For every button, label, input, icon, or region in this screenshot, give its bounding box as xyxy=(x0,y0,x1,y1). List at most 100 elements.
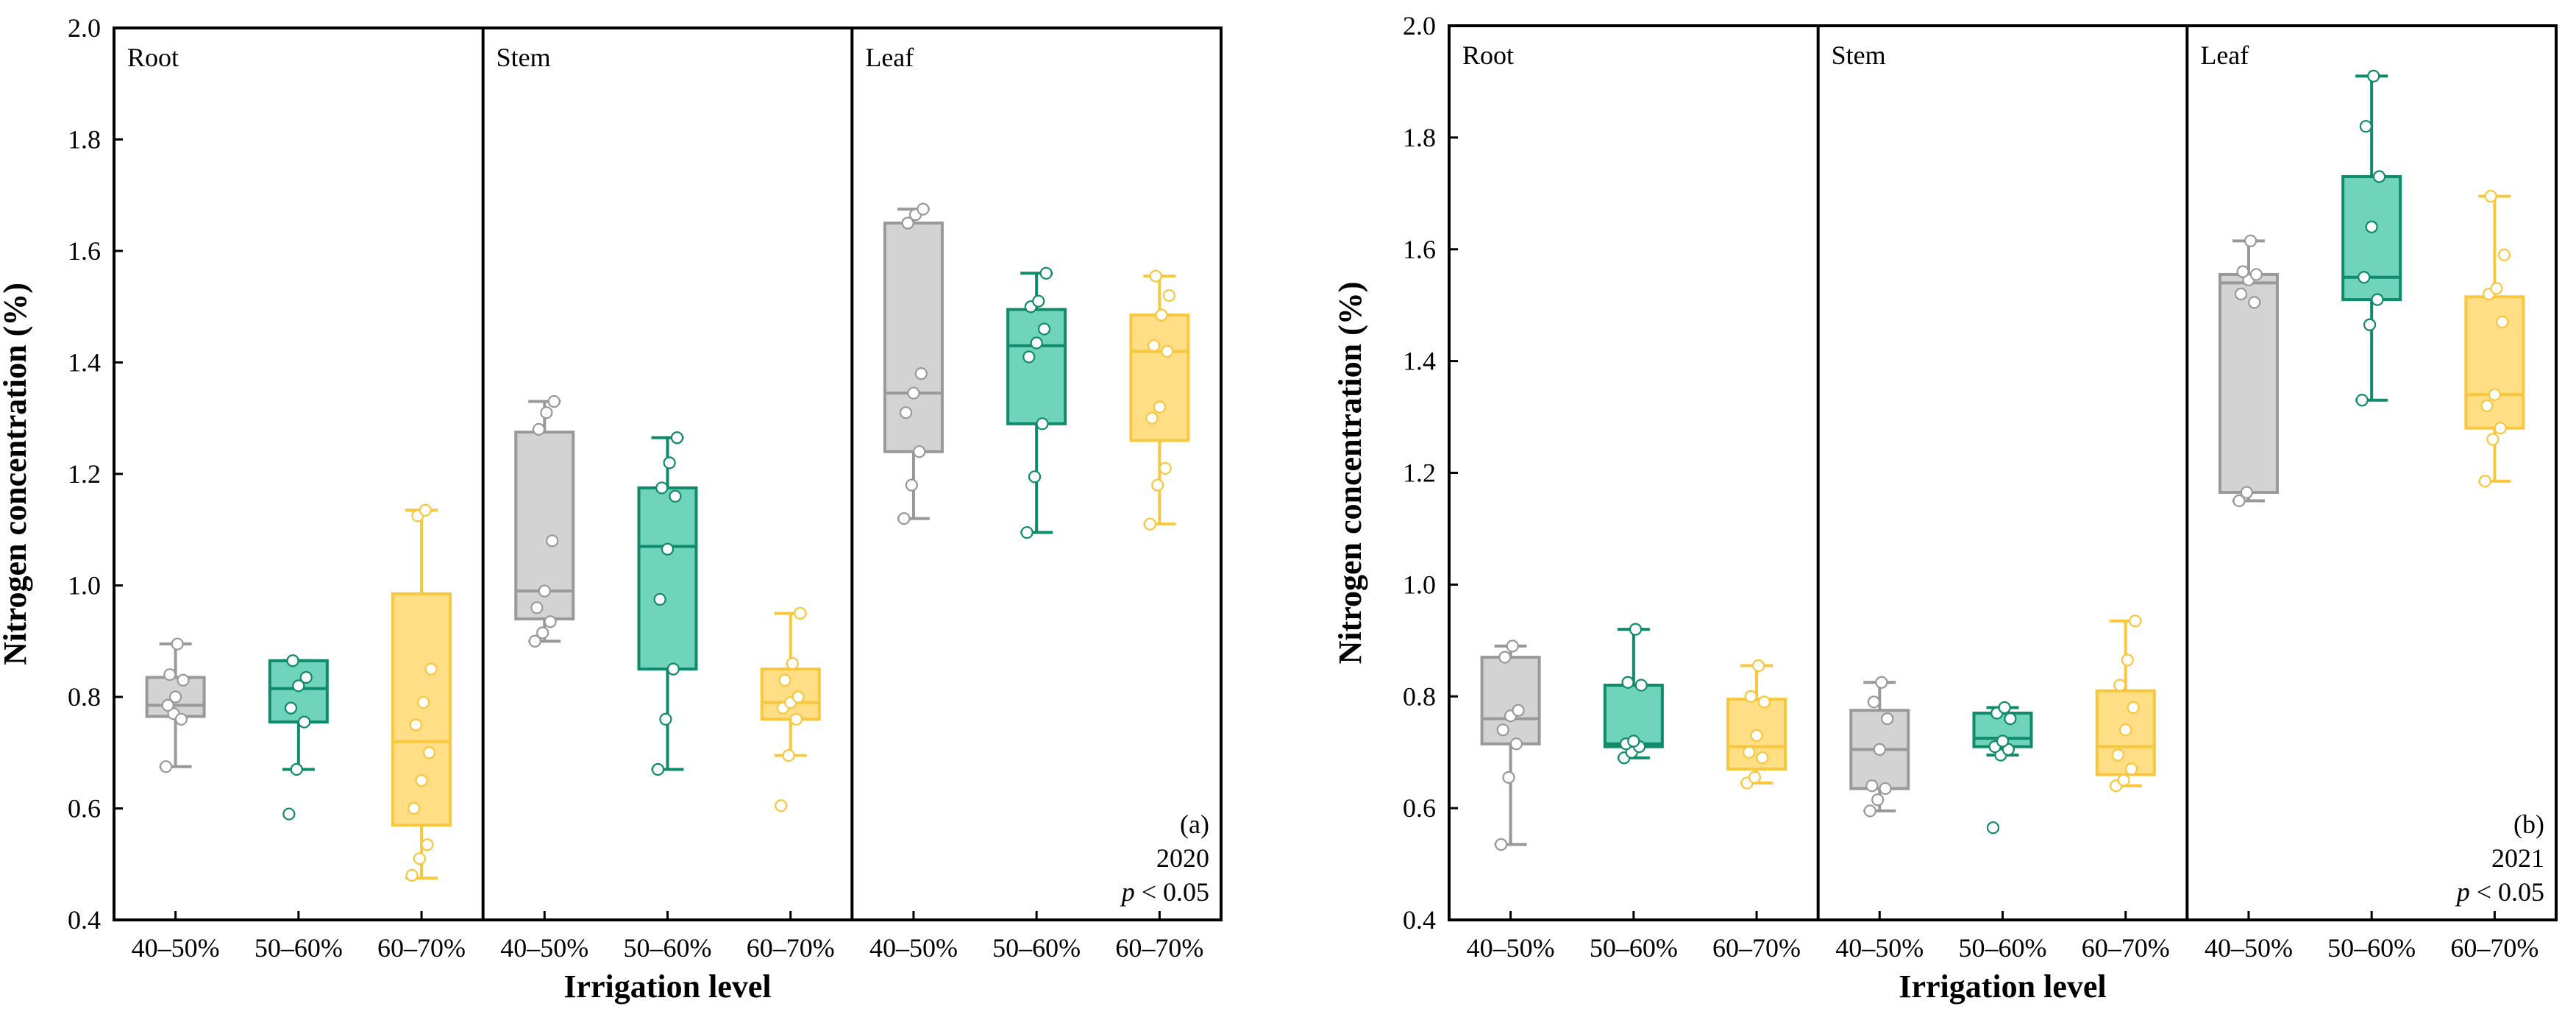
data-point xyxy=(2496,315,2509,329)
data-point xyxy=(1881,712,1894,726)
panel-label: Leaf xyxy=(2200,40,2249,70)
iqr-box xyxy=(391,592,452,827)
data-point xyxy=(1756,751,1769,765)
data-point xyxy=(897,511,911,525)
data-point xyxy=(409,718,422,732)
data-point xyxy=(2119,723,2132,737)
data-point xyxy=(528,634,541,648)
data-point xyxy=(2478,475,2491,488)
box-40–50% xyxy=(2218,234,2279,508)
data-point xyxy=(2494,422,2507,435)
box-50–60% xyxy=(1972,701,2033,835)
data-point xyxy=(421,838,434,851)
data-point xyxy=(1022,350,1036,364)
data-point xyxy=(1155,308,1168,322)
panel-label: Stem xyxy=(1832,40,1886,70)
p-threshold: < 0.05 xyxy=(1135,877,1209,907)
data-point xyxy=(1161,344,1174,358)
data-point xyxy=(2365,220,2378,233)
box-40–50% xyxy=(1849,676,1910,818)
data-point xyxy=(905,478,918,492)
data-point xyxy=(1748,771,1762,784)
data-point xyxy=(2367,69,2380,82)
y-tick-label: 2.0 xyxy=(68,13,101,43)
data-point xyxy=(2486,433,2499,446)
data-point xyxy=(669,489,682,503)
data-point xyxy=(2113,679,2127,692)
box-50–60% xyxy=(2341,69,2402,407)
data-point xyxy=(1039,266,1053,280)
data-point xyxy=(1996,734,2010,748)
data-point xyxy=(1873,743,1886,756)
y-tick-label: 1.4 xyxy=(1403,347,1436,376)
box-50–60% xyxy=(268,654,329,821)
data-point xyxy=(1879,782,1892,796)
data-point xyxy=(2244,234,2257,247)
data-point xyxy=(1634,679,1648,692)
chart-a: 0.4 0.6 0.8 1.0 1.2 1.4 1.6 1.8 2.0 Nitrogen conc… xyxy=(0,13,1223,1005)
iqr-box xyxy=(2341,175,2402,302)
data-point xyxy=(786,656,799,670)
iqr-box xyxy=(1603,684,1664,748)
data-point xyxy=(292,679,305,693)
x-tick-label: 60–70% xyxy=(1115,933,1203,963)
data-point xyxy=(1162,289,1175,302)
y-tick-label: 0.8 xyxy=(68,682,101,712)
x-tick-label: 60–70% xyxy=(2082,933,2170,963)
data-point xyxy=(2121,654,2134,667)
data-point xyxy=(544,615,557,628)
data-point xyxy=(914,367,928,380)
x-tick-label: 40–50% xyxy=(2205,933,2293,963)
data-point xyxy=(2127,701,2140,715)
data-point xyxy=(1867,695,1881,709)
data-point xyxy=(2358,271,2371,284)
data-point xyxy=(1986,821,2000,835)
y-tick-label: 1.0 xyxy=(68,571,101,601)
data-point xyxy=(161,698,174,712)
x-tick-label: 50–60% xyxy=(255,933,343,963)
data-point xyxy=(290,762,303,776)
data-point xyxy=(1757,695,1771,709)
data-point xyxy=(419,503,432,517)
x-tick-label: 40–50% xyxy=(132,933,220,963)
box-60–70% xyxy=(1129,269,1190,531)
data-point xyxy=(789,712,803,726)
data-point xyxy=(299,670,313,684)
y-tick-label: 1.2 xyxy=(1403,458,1436,488)
iqr-box xyxy=(1129,314,1190,442)
data-point xyxy=(1036,417,1049,431)
data-point xyxy=(1149,269,1162,283)
data-point xyxy=(532,422,546,436)
iqr-box xyxy=(2218,272,2279,495)
data-point xyxy=(1028,470,1042,484)
data-point xyxy=(415,774,428,787)
year-label: 2020 xyxy=(1156,843,1209,873)
panel-leaf: Leaf 40–50% 50–60% 60–70% xyxy=(2185,26,2538,963)
x-tick-label: 40–50% xyxy=(500,933,588,963)
data-point xyxy=(907,386,920,400)
data-point xyxy=(659,712,672,726)
panel-label: Leaf xyxy=(865,43,914,72)
data-point xyxy=(1875,676,1888,689)
box-40–50% xyxy=(514,394,575,648)
x-tick-label: 50–60% xyxy=(992,933,1081,963)
data-point xyxy=(791,690,805,704)
data-point xyxy=(1750,729,1763,743)
data-point xyxy=(171,637,184,651)
data-point xyxy=(1502,771,1515,784)
plot-frame xyxy=(1448,24,2558,921)
data-point xyxy=(2232,494,2246,508)
box-40–50% xyxy=(883,202,944,525)
box-40–50% xyxy=(145,637,206,773)
data-point xyxy=(2484,190,2497,203)
data-point xyxy=(1147,339,1161,353)
data-point xyxy=(2490,282,2503,295)
x-tick-label: 50–60% xyxy=(1590,933,1678,963)
panel-root: Root 40–50% 50–60% 60–70% xyxy=(127,43,466,963)
data-point xyxy=(899,406,913,419)
data-point xyxy=(2129,615,2142,628)
data-point xyxy=(663,456,676,470)
box-60–70% xyxy=(1726,659,1787,790)
p-value: p < 0.05 xyxy=(1120,877,1209,907)
data-point xyxy=(1145,411,1159,425)
